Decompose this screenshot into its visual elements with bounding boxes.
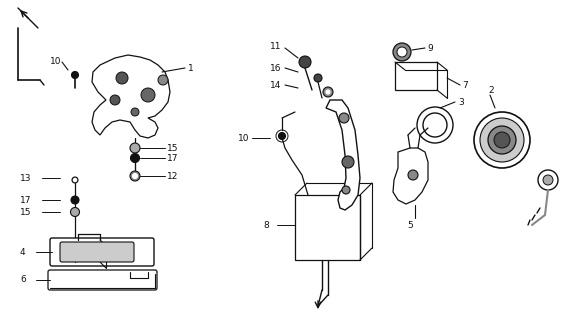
Circle shape: [130, 154, 140, 163]
Text: 10: 10: [50, 57, 61, 66]
Text: 13: 13: [20, 173, 31, 182]
Text: 1: 1: [188, 63, 194, 73]
Circle shape: [130, 171, 140, 181]
Text: 16: 16: [270, 63, 281, 73]
Polygon shape: [92, 55, 170, 138]
Circle shape: [71, 71, 78, 78]
Text: 15: 15: [167, 143, 179, 153]
Circle shape: [494, 132, 510, 148]
Circle shape: [480, 118, 524, 162]
Text: 3: 3: [458, 98, 464, 107]
Text: 9: 9: [427, 44, 433, 52]
Text: 5: 5: [407, 220, 413, 229]
Circle shape: [299, 56, 311, 68]
Circle shape: [71, 196, 79, 204]
Text: 10: 10: [238, 133, 249, 142]
Circle shape: [158, 75, 168, 85]
Circle shape: [71, 207, 79, 217]
Circle shape: [393, 43, 411, 61]
Circle shape: [408, 170, 418, 180]
Circle shape: [326, 90, 330, 94]
Circle shape: [72, 177, 78, 183]
Bar: [395, 62, 437, 90]
Bar: [295, 195, 360, 260]
Text: 4: 4: [20, 247, 26, 257]
Circle shape: [474, 112, 530, 168]
Text: 15: 15: [20, 207, 31, 217]
Text: 17: 17: [20, 196, 31, 204]
Circle shape: [116, 72, 128, 84]
Circle shape: [397, 47, 407, 57]
Circle shape: [543, 175, 553, 185]
Circle shape: [278, 132, 285, 140]
Text: 7: 7: [462, 81, 467, 90]
Circle shape: [488, 126, 516, 154]
Circle shape: [131, 108, 139, 116]
Text: 11: 11: [270, 42, 281, 51]
Text: 6: 6: [20, 276, 26, 284]
FancyBboxPatch shape: [50, 238, 154, 266]
Polygon shape: [393, 148, 428, 204]
FancyBboxPatch shape: [48, 270, 157, 290]
Circle shape: [339, 113, 349, 123]
Circle shape: [74, 179, 77, 181]
Text: 2: 2: [488, 85, 494, 94]
Text: 12: 12: [167, 172, 179, 180]
Text: 14: 14: [270, 81, 281, 90]
Circle shape: [132, 173, 137, 179]
Circle shape: [141, 88, 155, 102]
Circle shape: [342, 156, 354, 168]
FancyBboxPatch shape: [60, 242, 134, 262]
Text: 8: 8: [263, 220, 269, 229]
Circle shape: [323, 87, 333, 97]
Circle shape: [342, 186, 350, 194]
Circle shape: [130, 143, 140, 153]
Text: 17: 17: [167, 154, 179, 163]
Circle shape: [538, 170, 558, 190]
Circle shape: [314, 74, 322, 82]
Polygon shape: [326, 100, 360, 210]
Circle shape: [110, 95, 120, 105]
